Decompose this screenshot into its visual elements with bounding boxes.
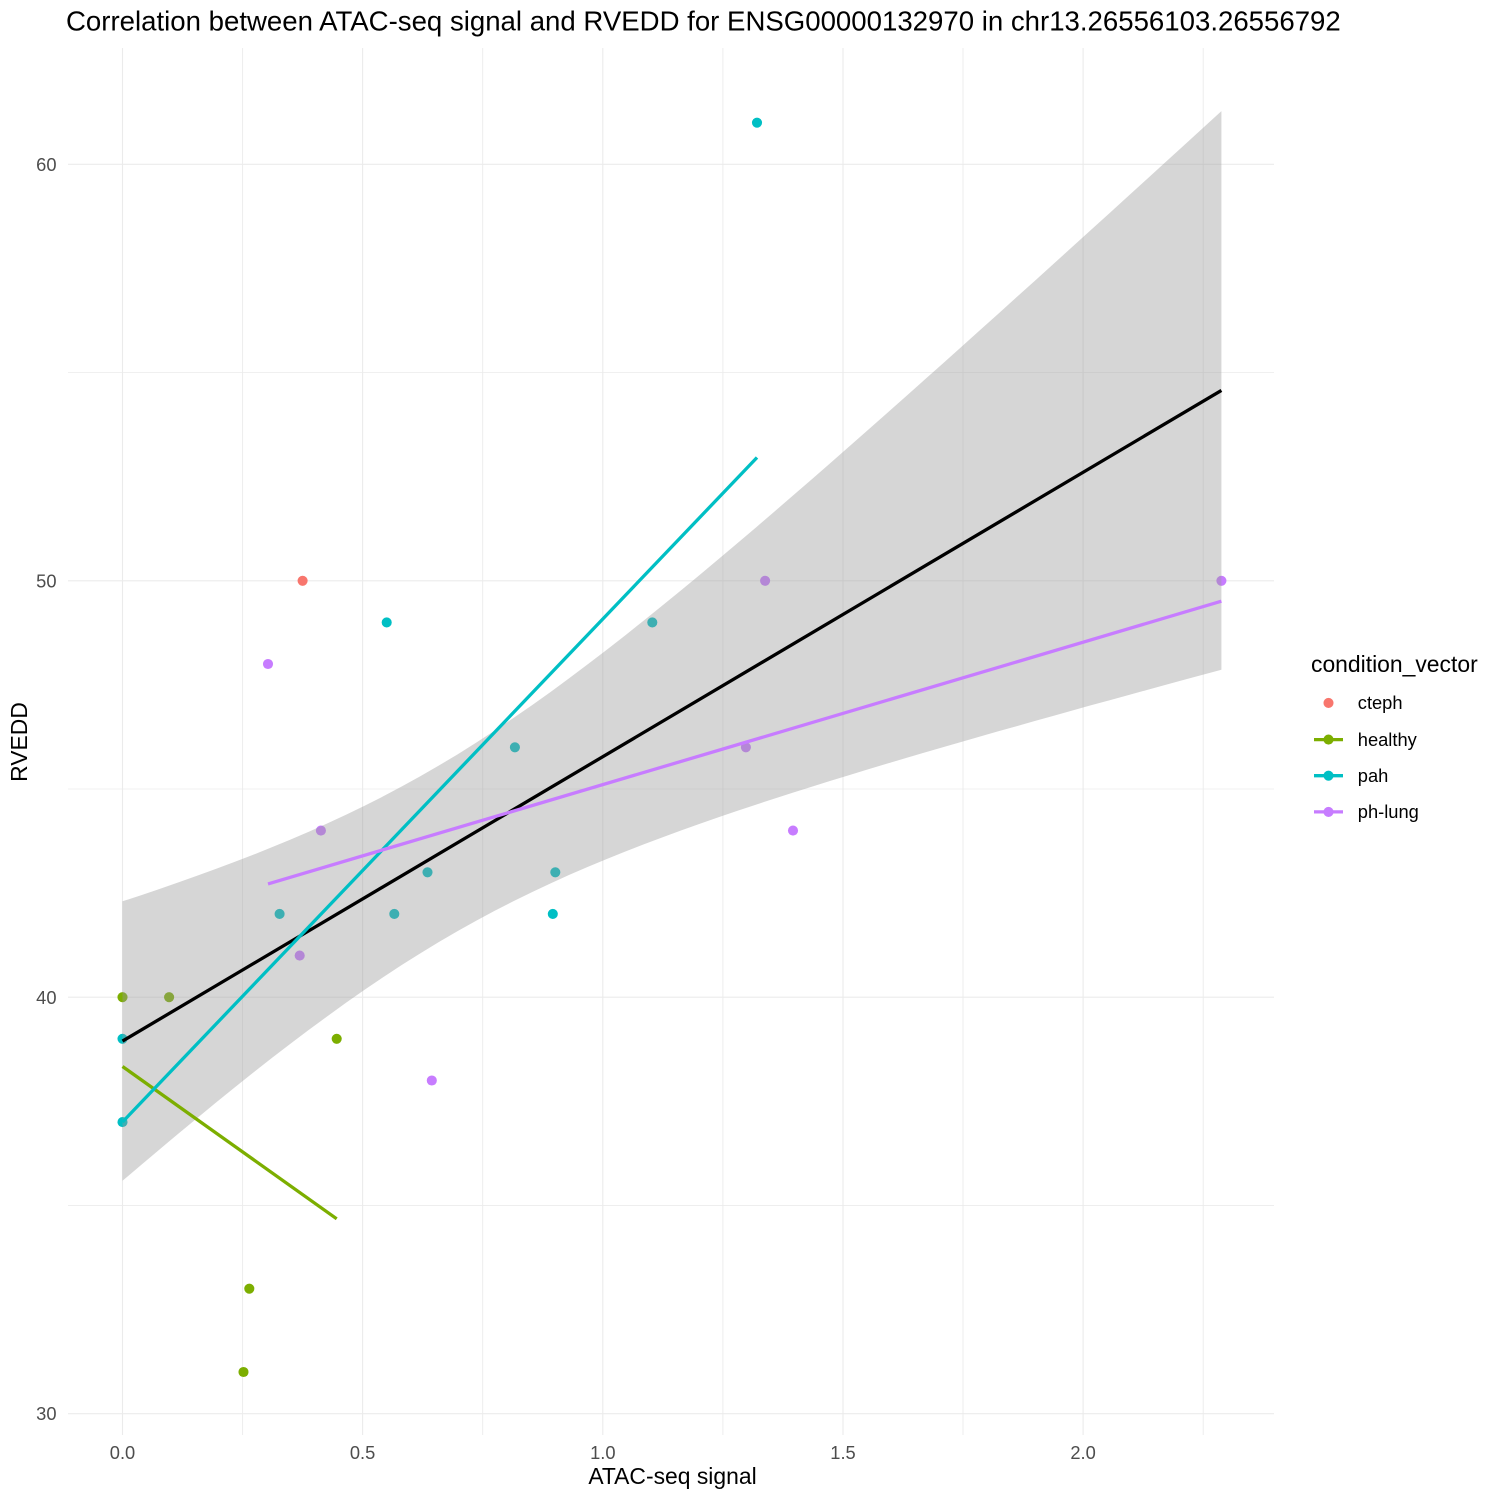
svg-text:1.0: 1.0 bbox=[590, 1442, 615, 1463]
svg-text:cteph: cteph bbox=[1358, 692, 1403, 713]
svg-text:2.0: 2.0 bbox=[1070, 1442, 1095, 1463]
svg-text:healthy: healthy bbox=[1358, 729, 1418, 750]
svg-text:RVEDD: RVEDD bbox=[6, 702, 32, 782]
svg-text:0.5: 0.5 bbox=[350, 1442, 375, 1463]
svg-text:50: 50 bbox=[36, 570, 56, 591]
svg-text:pah: pah bbox=[1358, 765, 1389, 786]
svg-text:30: 30 bbox=[36, 1403, 56, 1424]
svg-text:60: 60 bbox=[36, 154, 56, 175]
svg-text:1.5: 1.5 bbox=[830, 1442, 855, 1463]
svg-text:0.0: 0.0 bbox=[110, 1442, 135, 1463]
svg-text:ph-lung: ph-lung bbox=[1358, 801, 1419, 822]
svg-text:ATAC-seq signal: ATAC-seq signal bbox=[588, 1463, 756, 1489]
svg-text:condition_vector: condition_vector bbox=[1311, 651, 1478, 677]
svg-text:40: 40 bbox=[36, 987, 56, 1008]
svg-text:Correlation between ATAC-seq s: Correlation between ATAC-seq signal and … bbox=[66, 6, 1341, 37]
